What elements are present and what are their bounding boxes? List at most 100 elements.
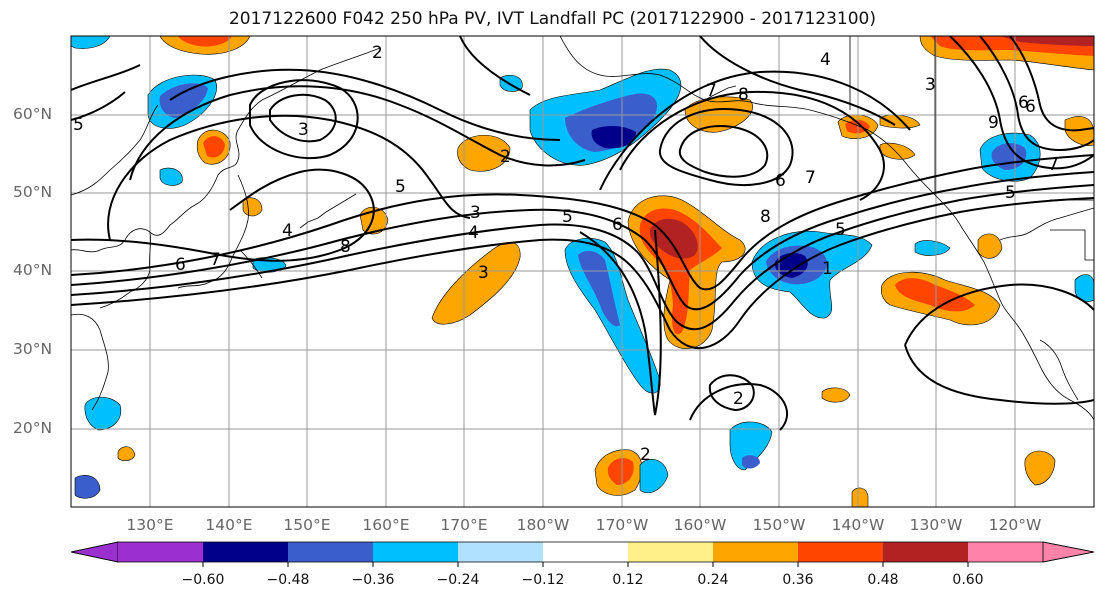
pv-positive-core: [607, 458, 634, 485]
colorbar-outline: [70, 541, 1095, 563]
contour-label: 2: [640, 445, 651, 465]
pv-positive-core: [895, 278, 975, 312]
lon-label-180w: 180°W: [516, 516, 570, 534]
contour-label: 3: [925, 75, 936, 95]
alaska-islands: [704, 85, 737, 101]
lon-label-160e: 160°E: [362, 516, 410, 534]
pv-negative-area: [159, 167, 183, 186]
contour-line: [599, 70, 911, 191]
pv-negative-area: [1074, 274, 1094, 302]
pv-negative-area: [74, 475, 101, 499]
contour-label: 7: [210, 250, 221, 270]
colorbar-bin: [883, 542, 968, 562]
contour-line: [71, 184, 1094, 331]
pv-negative-core: [591, 126, 636, 149]
lon-label-170w: 170°W: [595, 516, 649, 534]
contour-line: [579, 229, 662, 416]
colorbar-min-extension: [70, 541, 119, 563]
colorbar-bin: [713, 542, 798, 562]
pv-positive-core: [178, 36, 232, 47]
colorbar-tick-label: −0.12: [521, 572, 565, 588]
colorbar-tick-label: 0.48: [867, 572, 899, 588]
pv-positive-area: [851, 487, 869, 507]
contour-line: [1009, 36, 1094, 132]
colorbar-tick-label: 0.24: [697, 572, 729, 588]
contour-label: 6: [175, 255, 186, 275]
contour-label: 2: [500, 147, 511, 167]
contour-line: [71, 168, 375, 262]
pv-positive-area: [879, 114, 921, 129]
contour-line: [619, 90, 885, 201]
asia-coastline: [71, 104, 159, 196]
colorbar-bin: [798, 542, 883, 562]
colorbar-tick-label: −0.24: [436, 572, 480, 588]
na-coastline: [1039, 339, 1079, 401]
colorbar-bin: [458, 542, 543, 562]
pv-positive-max: [1000, 36, 1094, 46]
contour-label: 6: [1025, 97, 1036, 117]
japan-coastline: [177, 174, 249, 289]
lon-label-150w: 150°W: [752, 516, 806, 534]
alaska-coastline: [559, 36, 936, 196]
pv-positive-area: [879, 142, 916, 160]
contour-line: [269, 93, 337, 143]
lat-label-50n: 50°N: [13, 183, 53, 201]
pv-positive-area: [977, 233, 1003, 259]
contour-label: 7: [706, 81, 717, 101]
contour-label: 8: [340, 237, 351, 257]
contour-label: 7: [1048, 155, 1059, 175]
contour-line: [71, 197, 1094, 349]
pv-negative-area: [729, 421, 773, 471]
colorbar-tick-label: 0.12: [612, 572, 644, 588]
na-border: [1050, 229, 1094, 261]
na-coastline: [999, 207, 1094, 241]
pv-positive-core: [203, 136, 225, 158]
kamchatka-coastline: [261, 47, 381, 101]
lat-label-40n: 40°N: [13, 261, 53, 279]
colorbar-tick-label: 0.36: [782, 572, 814, 588]
contour-label: 9: [988, 113, 999, 133]
pv-negative-core: [742, 455, 760, 469]
contour-label-group: 5 3 2 6 7 4 8 5 3 4 3 2 5 6 7 8 4 1 5 6 …: [73, 43, 1059, 465]
contour-line: [71, 154, 1094, 291]
lon-label-160w: 160°W: [673, 516, 727, 534]
coastlines: [71, 36, 1094, 421]
contour-label: 1: [822, 259, 833, 279]
contour-line: [708, 374, 755, 412]
contour-label: 3: [298, 120, 309, 140]
pv-negative-area: [914, 240, 951, 256]
pv-positive-area: [457, 135, 511, 172]
contour-label: 4: [282, 221, 293, 241]
pv-negative-core: [578, 250, 620, 327]
contour-label: 6: [1018, 93, 1029, 113]
pv-positive-area: [821, 387, 851, 403]
pv-positive-area: [1064, 116, 1094, 146]
colorbar-ticks: [202, 562, 969, 567]
contour-label: 5: [562, 207, 573, 227]
contour-line: [979, 36, 1094, 152]
contour-line: [249, 79, 359, 160]
lon-label-140w: 140°W: [831, 516, 885, 534]
pv-negative-area: [84, 396, 122, 431]
aleutian-islands: [299, 193, 357, 229]
colorbar: [70, 541, 1095, 567]
lon-label-120w: 120°W: [988, 516, 1042, 534]
pv-positive-area: [1024, 450, 1056, 486]
colorbar-tick-label: 0.60: [952, 572, 984, 588]
colorbar-tick-label: −0.60: [181, 572, 225, 588]
contour-label: 3: [470, 203, 481, 223]
lon-label-150e: 150°E: [283, 516, 331, 534]
contour-line: [949, 36, 1094, 170]
contour-label: 5: [73, 115, 84, 135]
lat-label-60n: 60°N: [13, 105, 53, 123]
colorbar-bin: [203, 542, 288, 562]
map-title: 2017122600 F042 250 hPa PV, IVT Landfall…: [228, 9, 876, 29]
contour-line: [678, 125, 769, 178]
contour-label: 6: [612, 215, 623, 235]
contour-line: [904, 283, 1094, 346]
pv-negative-area: [71, 36, 111, 49]
contour-label: 2: [372, 43, 383, 63]
pv-negative-area: [639, 458, 669, 494]
pv-positive-max: [649, 218, 698, 259]
